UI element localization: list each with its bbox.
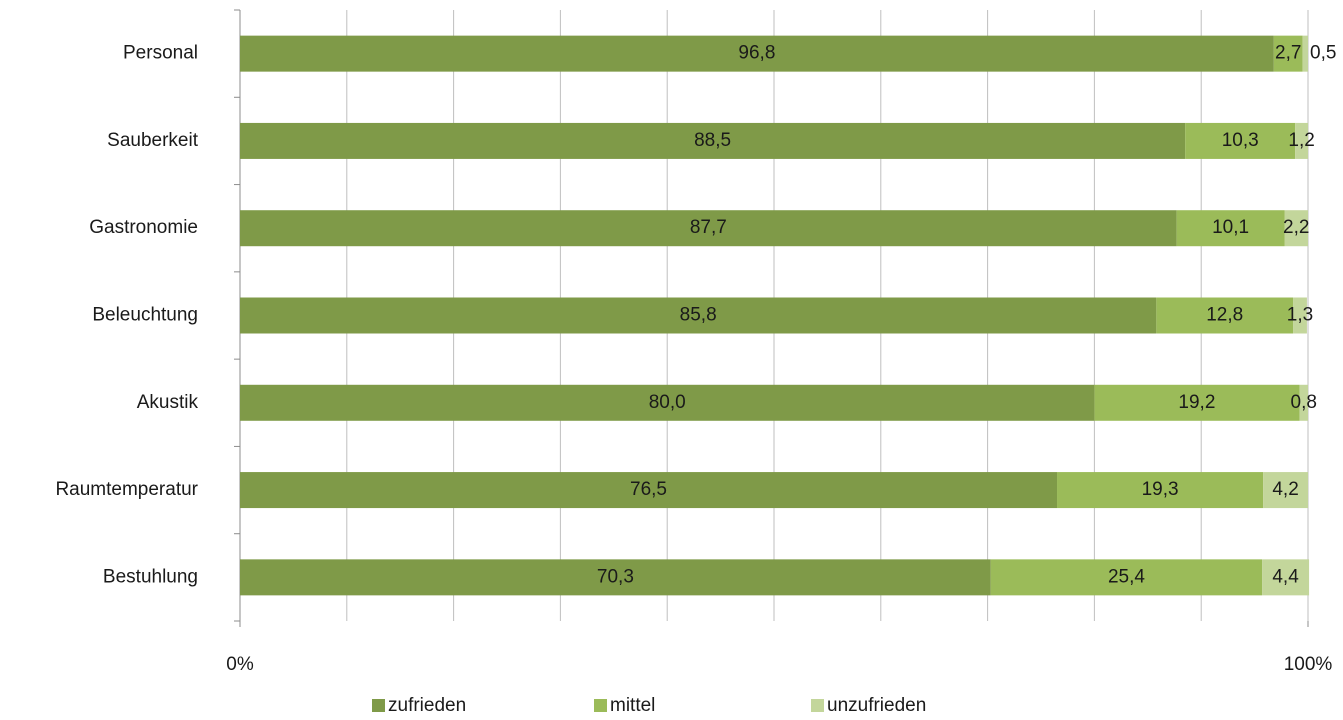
data-label: 12,8	[1206, 305, 1243, 326]
bar-segment	[240, 35, 1274, 72]
bar-segment	[990, 559, 1263, 596]
y-tick-label: Akustik	[137, 392, 199, 413]
bar-segment	[1094, 384, 1300, 421]
legend-label: mittel	[610, 695, 655, 716]
data-label: 80,0	[649, 392, 686, 413]
data-label: 0,8	[1291, 392, 1317, 413]
bar-segment	[1273, 35, 1303, 72]
bar-segment	[1293, 297, 1307, 334]
bar-segment	[1262, 559, 1310, 596]
bar-segment	[1263, 472, 1308, 509]
data-label: 1,3	[1287, 305, 1313, 326]
y-tick-label: Bestuhlung	[103, 566, 198, 587]
data-label: 10,3	[1222, 130, 1259, 151]
data-label: 25,4	[1108, 566, 1145, 587]
bar-segment	[240, 122, 1186, 159]
data-label: 2,2	[1283, 217, 1309, 238]
bar-segment	[240, 210, 1177, 247]
data-label: 70,3	[597, 566, 634, 587]
legend-label: unzufrieden	[827, 695, 926, 716]
legend-label: zufrieden	[388, 695, 466, 716]
x-tick-label: 100%	[1284, 654, 1333, 675]
bar-segment	[1302, 35, 1308, 72]
data-label: 76,5	[630, 479, 667, 500]
data-label: 4,4	[1272, 566, 1299, 587]
data-label: 87,7	[690, 217, 727, 238]
data-label: 85,8	[680, 305, 717, 326]
y-tick-label: Raumtemperatur	[55, 479, 198, 500]
data-label: 0,5	[1310, 43, 1336, 64]
y-tick-label: Personal	[123, 43, 198, 64]
data-label: 88,5	[694, 130, 731, 151]
bar-segment	[240, 472, 1058, 509]
bar-segment	[1176, 210, 1285, 247]
data-label: 10,1	[1212, 217, 1249, 238]
data-label: 2,7	[1275, 43, 1301, 64]
y-tick-label: Gastronomie	[89, 217, 198, 238]
bar-segment	[1299, 384, 1308, 421]
bar-segment	[1284, 210, 1308, 247]
bar-segment	[240, 384, 1095, 421]
data-label: 19,2	[1178, 392, 1215, 413]
y-tick-label: Beleuchtung	[92, 305, 198, 326]
data-label: 1,2	[1288, 130, 1314, 151]
data-label: 96,8	[738, 43, 775, 64]
bar-segment	[240, 559, 991, 596]
x-tick-label: 0%	[226, 654, 254, 675]
legend-swatch	[811, 699, 824, 712]
y-tick-label: Sauberkeit	[107, 130, 199, 151]
bar-segment	[1295, 122, 1308, 159]
legend-swatch	[594, 699, 607, 712]
data-label: 19,3	[1142, 479, 1179, 500]
data-label: 4,2	[1272, 479, 1298, 500]
legend-swatch	[372, 699, 385, 712]
bar-segment	[1156, 297, 1294, 334]
bar-segment	[1185, 122, 1296, 159]
bar-segment	[240, 297, 1157, 334]
bar-segment	[1057, 472, 1264, 509]
